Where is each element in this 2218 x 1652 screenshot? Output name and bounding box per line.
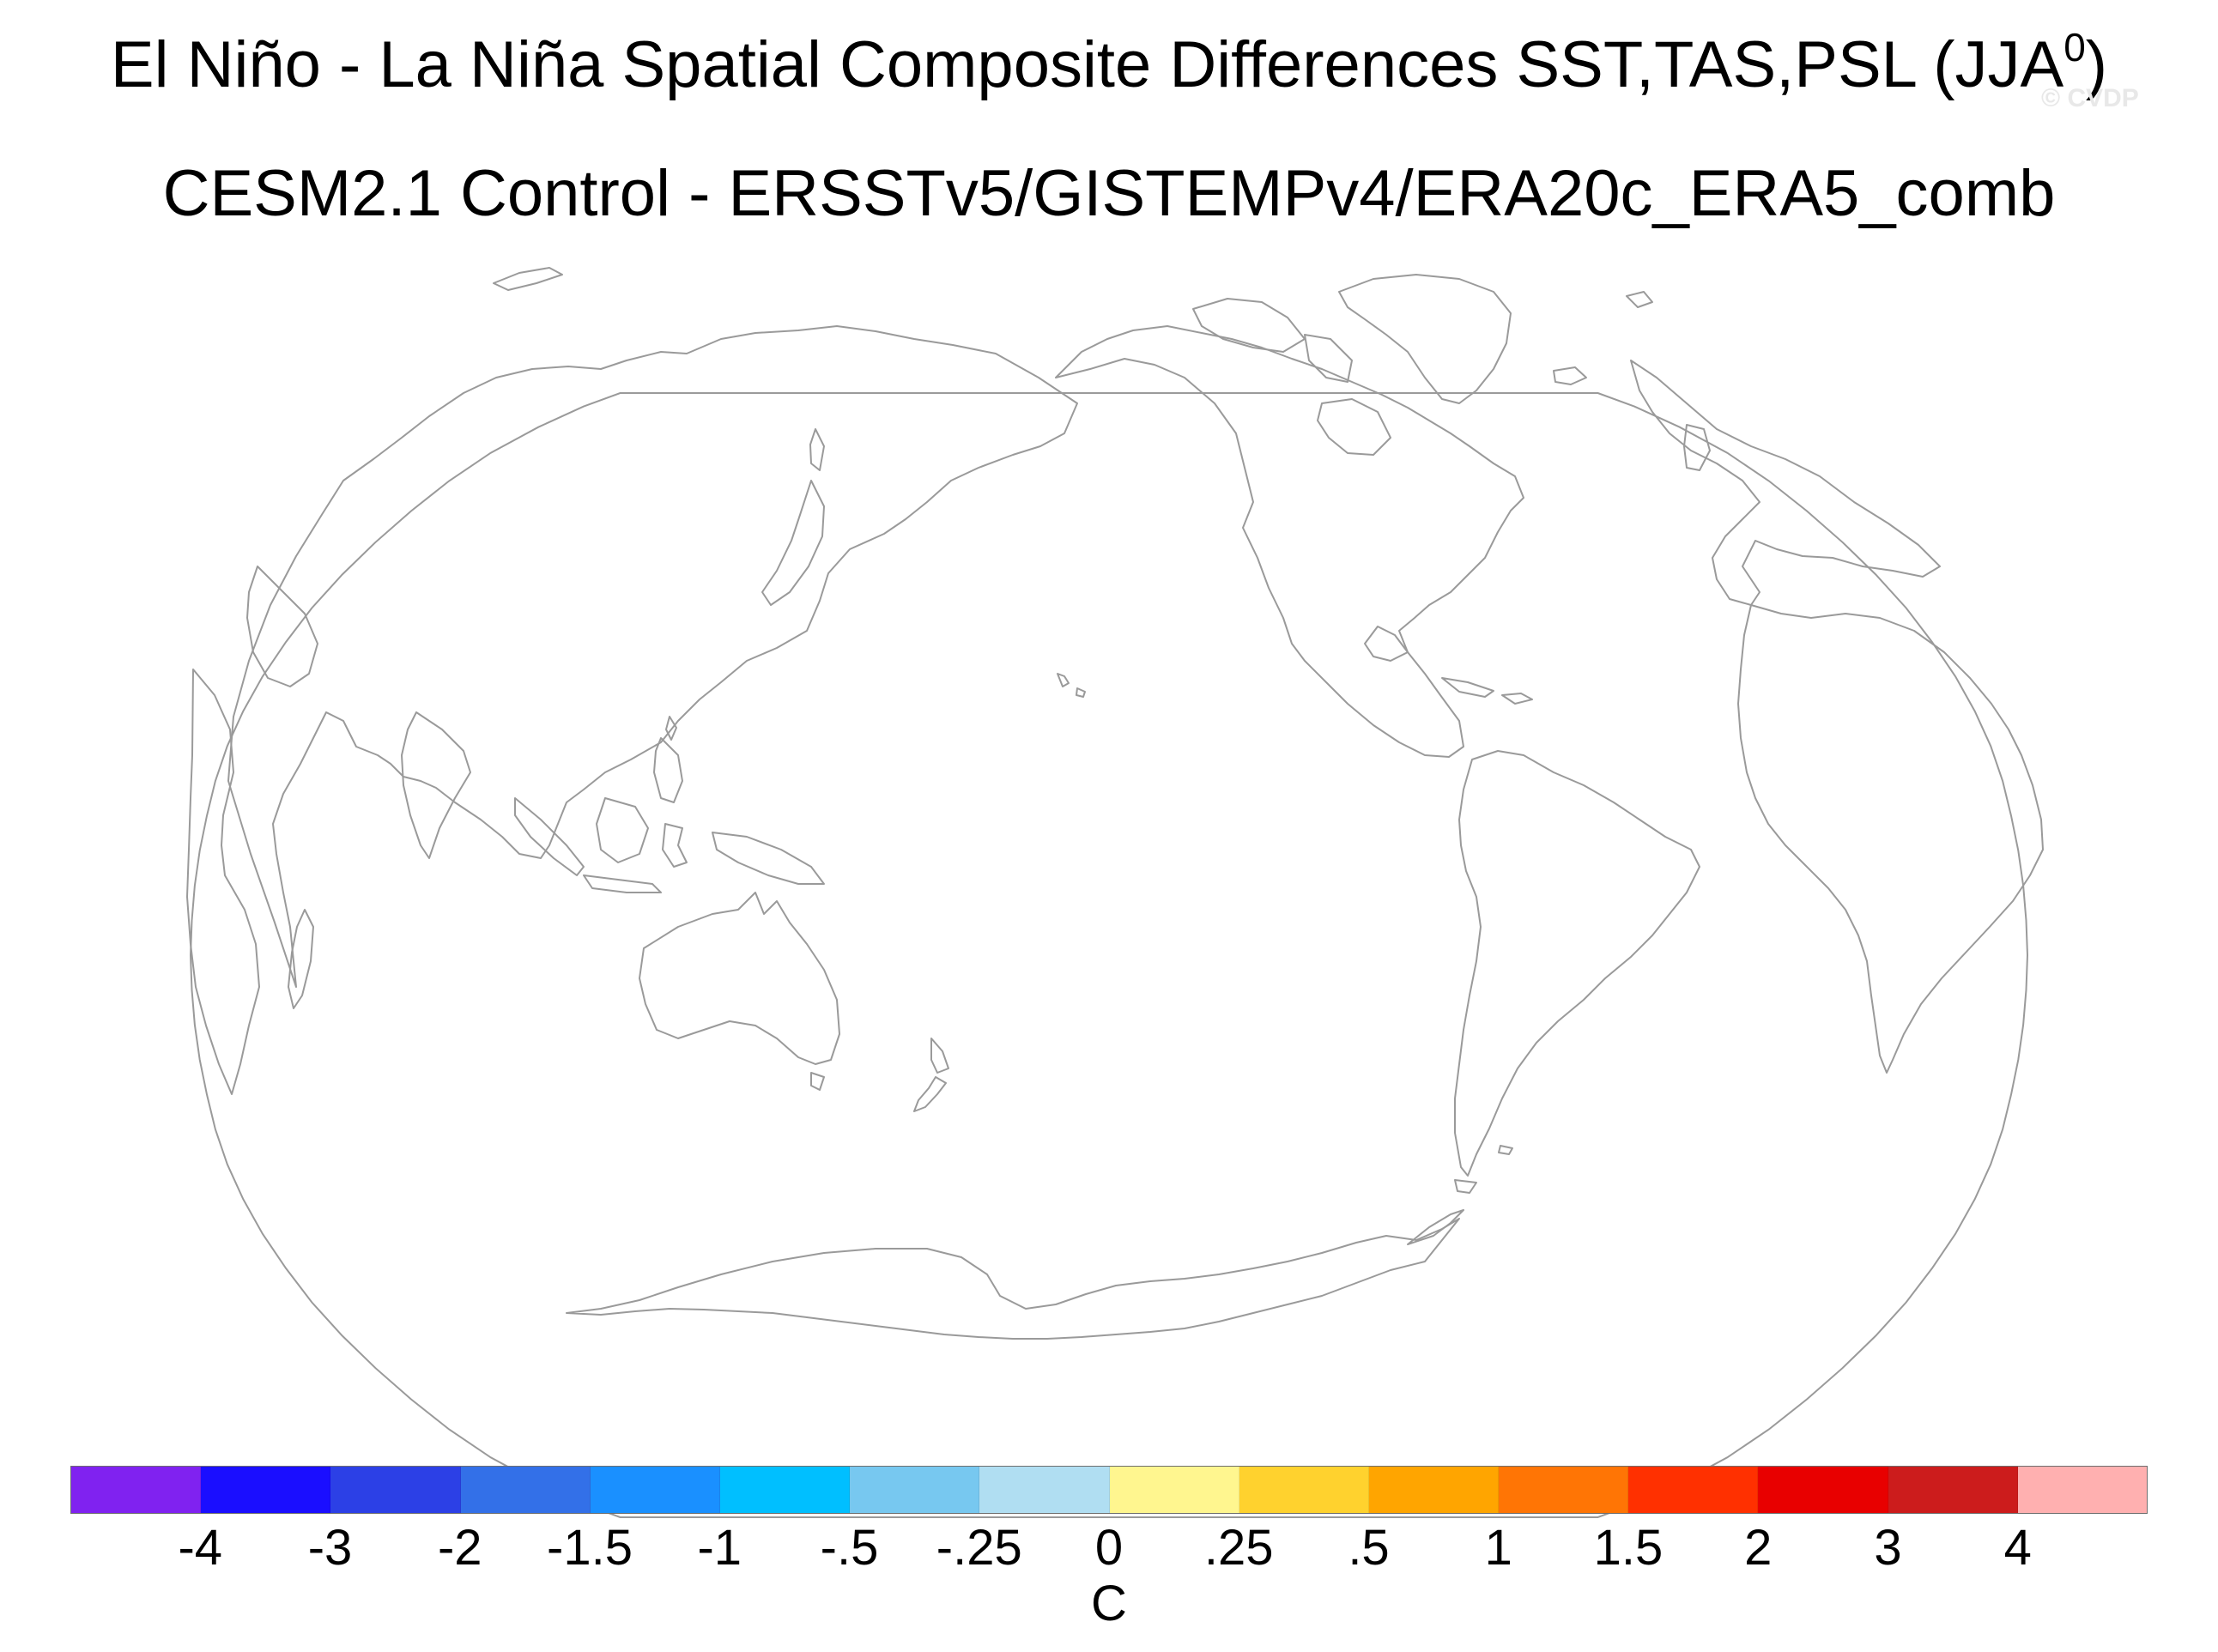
- colorbar-tick-label: 2: [1744, 1520, 1773, 1576]
- coastline-gulf-of-mexico: [1364, 626, 1409, 662]
- colorbar-tick-label: -.25: [936, 1520, 1022, 1576]
- coastline-india: [401, 711, 471, 859]
- colorbar-tick-label: 4: [2003, 1520, 2032, 1576]
- coastline-philippines: [653, 737, 683, 803]
- colorbar-box-7: [979, 1467, 1110, 1513]
- map-subtitle: CESM2.1 Control - ERSSTv5/GISTEMPv4/ERA2…: [162, 157, 2056, 230]
- map-title: El Niño - La Niña Spatial Composite Diff…: [0, 27, 2218, 98]
- coastline-arabia: [246, 566, 318, 687]
- colorbar-box-4: [590, 1467, 720, 1513]
- colorbar-box-10: [1368, 1467, 1500, 1513]
- coastline-new-zealand-south: [913, 1076, 947, 1112]
- coastline-north-america: [1055, 325, 1524, 758]
- coastline-sakhalin: [809, 428, 825, 471]
- coastline-java: [583, 874, 662, 893]
- coastline-new-zealand-north: [930, 1038, 949, 1074]
- colorbar-box-1: [201, 1467, 331, 1513]
- colorbar-box-13: [1758, 1467, 1888, 1513]
- colorbar-box-5: [719, 1467, 851, 1513]
- coastline-borneo: [596, 797, 649, 863]
- colorbar-box-15: [2017, 1467, 2147, 1513]
- coastline-baffin-island: [1304, 334, 1353, 383]
- coastline-antarctica: [566, 1218, 1460, 1340]
- colorbar-tick-label: -2: [437, 1520, 482, 1576]
- cvdp-watermark: © CVDP: [2041, 84, 2139, 112]
- colorbar-box-6: [850, 1467, 980, 1513]
- colorbar-tick-label: 1.5: [1593, 1520, 1664, 1576]
- colorbar-box-8: [1109, 1467, 1239, 1513]
- coastline-sulawesi: [662, 823, 688, 868]
- map-title-superscript: 0: [2063, 25, 2086, 70]
- coastline-asia: [227, 325, 1078, 988]
- colorbar-box-0: [71, 1467, 202, 1513]
- coastline-sumatra: [514, 797, 585, 876]
- colorbar-tick-label: -4: [178, 1520, 223, 1576]
- colorbar-tick-label: -3: [307, 1520, 353, 1576]
- colorbar-box-9: [1239, 1467, 1369, 1513]
- coastline-africa-east: [186, 669, 260, 1095]
- colorbar-tick-label: -1: [697, 1520, 742, 1576]
- coastline-falklands: [1498, 1145, 1513, 1155]
- coastline-africa-west: [1737, 604, 2044, 1074]
- coastline-hispaniola: [1501, 693, 1533, 705]
- colorbar-tick-label: -1.5: [547, 1520, 633, 1576]
- coastline-antarctic-peninsula: [1407, 1209, 1464, 1245]
- colorbar-box-3: [460, 1467, 591, 1513]
- colorbar-box-12: [1628, 1467, 1759, 1513]
- coastline-iceland: [1553, 366, 1587, 385]
- coastline-south-america: [1454, 750, 1700, 1177]
- colorbar-tick-label: 1: [1484, 1520, 1512, 1576]
- coastline-australia: [639, 892, 840, 1065]
- coastline-greenland: [1338, 274, 1512, 404]
- coastlines: [186, 267, 2044, 1340]
- coastline-hudson-bay: [1317, 398, 1391, 456]
- colorbar-box-2: [330, 1467, 461, 1513]
- colorbar-tick-label: -.5: [820, 1520, 879, 1576]
- map-frame: [189, 392, 2029, 1518]
- coastline-europe: [1630, 360, 1941, 606]
- colorbar-tick-label: 0: [1094, 1520, 1124, 1576]
- coastline-japan: [761, 480, 825, 606]
- colorbar-tick-label: .5: [1348, 1520, 1390, 1576]
- coastline-svalbard: [1626, 291, 1653, 308]
- colorbar-box-14: [1888, 1467, 2018, 1513]
- coastline-canadian-archipelago: [1192, 298, 1306, 353]
- colorbar-units-label: C: [1091, 1576, 1127, 1631]
- coastline-cuba: [1441, 677, 1494, 698]
- coastline-novaya-zemlya: [493, 267, 563, 291]
- coastline-new-guinea: [712, 832, 825, 885]
- coastline-taiwan: [665, 716, 677, 741]
- coastline-madagascar: [288, 909, 314, 1009]
- map-title-text: El Niño - La Niña Spatial Composite Diff…: [110, 28, 2064, 101]
- colorbar-box-11: [1499, 1467, 1629, 1513]
- map-title-close: ): [2085, 28, 2108, 101]
- colorbar-tick-label: 3: [1874, 1520, 1902, 1576]
- colorbar-tick-label: .25: [1203, 1520, 1274, 1576]
- coastline-tierra-del-fuego: [1454, 1179, 1477, 1194]
- coastline-hawaii: [1057, 673, 1086, 698]
- coastline-tasmania: [810, 1072, 825, 1091]
- colorbar: [70, 1466, 2148, 1514]
- coastline-british-isles: [1683, 424, 1711, 471]
